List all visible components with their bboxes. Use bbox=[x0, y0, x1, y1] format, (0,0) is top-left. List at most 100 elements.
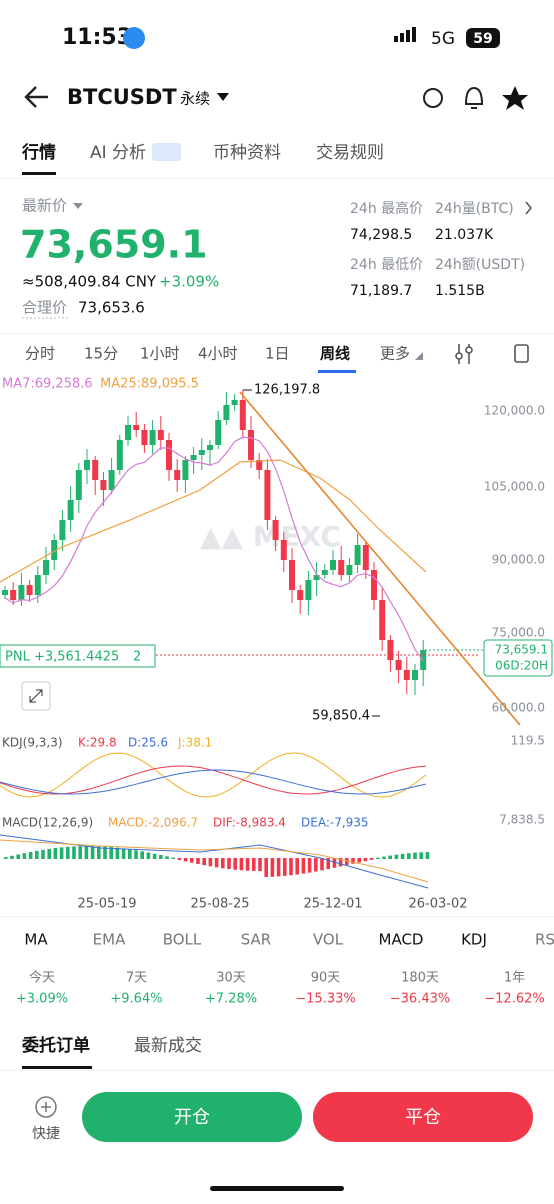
order-tab[interactable]: 最新成交 bbox=[134, 1036, 202, 1056]
candle-body bbox=[305, 580, 312, 600]
price-dropdown[interactable] bbox=[73, 203, 83, 209]
macd-bar bbox=[47, 848, 51, 859]
period-change: −12.62% bbox=[484, 992, 544, 1007]
macd-bar bbox=[351, 858, 355, 864]
macd-bar bbox=[320, 858, 324, 871]
tab[interactable]: 交易规则 bbox=[316, 143, 384, 163]
indicator[interactable]: KDJ bbox=[461, 931, 487, 949]
stats-arrow[interactable] bbox=[525, 201, 533, 215]
tab[interactable]: AI 分析 bbox=[90, 143, 146, 163]
indicator[interactable]: RS bbox=[535, 931, 554, 949]
macd-title: MACD(12,26,9) bbox=[2, 816, 93, 830]
indicator[interactable]: SAR bbox=[241, 931, 271, 949]
candle-body bbox=[338, 560, 345, 575]
indicator[interactable]: BOLL bbox=[163, 931, 202, 949]
candle-body bbox=[26, 585, 33, 595]
ai-badge bbox=[152, 143, 181, 161]
candle-body bbox=[34, 575, 41, 595]
macd-bar bbox=[239, 858, 244, 871]
kdj-j-label: J:38.1 bbox=[177, 736, 212, 750]
interval[interactable]: 15分 bbox=[84, 345, 118, 363]
stat-value: 74,298.5 bbox=[350, 227, 412, 243]
last-price-label: 73,659.1 bbox=[495, 643, 548, 657]
macd-bar bbox=[314, 858, 318, 872]
macd-bar bbox=[16, 854, 20, 859]
period-label: 今天 bbox=[29, 970, 55, 986]
date-label: 25-12-01 bbox=[303, 897, 362, 912]
macd-bar bbox=[171, 857, 175, 859]
candle-body bbox=[264, 470, 271, 520]
open-button[interactable] bbox=[82, 1092, 302, 1142]
macd-bar bbox=[357, 858, 361, 863]
macd-bar bbox=[35, 850, 39, 859]
stat-label: 24h 最低价 bbox=[350, 257, 423, 273]
candle-body bbox=[239, 400, 246, 430]
favorite-button[interactable] bbox=[502, 86, 528, 110]
macd-bar bbox=[214, 858, 219, 868]
indicator[interactable]: MA bbox=[24, 931, 48, 949]
macd-bar bbox=[295, 858, 299, 875]
macd-bar bbox=[369, 858, 374, 860]
price-axis-label: 60,000.0 bbox=[492, 701, 545, 715]
indicator[interactable]: VOL bbox=[313, 931, 344, 949]
stat-label: 24h额(USDT) bbox=[435, 257, 525, 273]
tab-indicator bbox=[22, 172, 56, 175]
more-dropdown[interactable] bbox=[415, 352, 423, 360]
candle-body bbox=[43, 560, 49, 575]
indicator[interactable]: MACD bbox=[379, 931, 424, 949]
quick-icon[interactable] bbox=[35, 1096, 57, 1118]
macd-bar bbox=[84, 846, 89, 859]
close-button[interactable] bbox=[313, 1092, 533, 1142]
candle-body bbox=[354, 545, 361, 565]
macd-axis: 7,838.5 bbox=[499, 813, 545, 827]
tab[interactable]: 行情 bbox=[21, 142, 56, 163]
period-change: +3.09% bbox=[16, 992, 68, 1007]
candle-body bbox=[198, 450, 205, 455]
macd-bar bbox=[419, 852, 423, 859]
close-label[interactable]: 平仓 bbox=[405, 1107, 441, 1128]
ma25-line bbox=[0, 459, 427, 583]
interval[interactable]: 分时 bbox=[25, 345, 55, 363]
period-label: 180天 bbox=[401, 971, 439, 986]
candle-body bbox=[18, 585, 25, 600]
quick-icon-plus bbox=[41, 1102, 51, 1112]
interval[interactable]: 4小时 bbox=[198, 345, 238, 363]
symbol-dropdown[interactable] bbox=[217, 93, 229, 101]
order-tab[interactable]: 委托订单 bbox=[21, 1035, 90, 1056]
stat-label: 24h 最高价 bbox=[350, 200, 423, 217]
alert-button[interactable] bbox=[464, 86, 484, 109]
macd-bar bbox=[400, 853, 405, 859]
period-change: +9.64% bbox=[110, 992, 162, 1007]
macd-bar bbox=[394, 854, 399, 859]
share-button[interactable] bbox=[423, 88, 443, 108]
macd-bar bbox=[190, 858, 194, 863]
kdj-j bbox=[0, 752, 427, 798]
high-label: 126,197.8 bbox=[254, 383, 320, 398]
quick-label[interactable]: 快捷 bbox=[32, 1126, 60, 1142]
macd-bar bbox=[103, 846, 107, 859]
date-label: 25-05-19 bbox=[77, 897, 136, 912]
macd-bar bbox=[22, 853, 27, 859]
macd-bar bbox=[338, 858, 343, 867]
macd-bar bbox=[289, 858, 293, 876]
dif-label: DIF:-8,983.4 bbox=[213, 816, 286, 830]
indicator[interactable]: EMA bbox=[93, 931, 126, 949]
chart-settings[interactable] bbox=[455, 344, 473, 364]
candle-body bbox=[190, 455, 197, 460]
signal-icon bbox=[394, 27, 416, 42]
copy-button[interactable] bbox=[514, 344, 529, 363]
period-label: 1年 bbox=[504, 971, 525, 986]
interval[interactable]: 更多 bbox=[380, 345, 410, 363]
interval[interactable]: 周线 bbox=[320, 345, 350, 363]
open-label[interactable]: 开仓 bbox=[174, 1107, 210, 1128]
macd-bar bbox=[4, 857, 8, 859]
interval[interactable]: 1小时 bbox=[140, 345, 180, 363]
tab[interactable]: 币种资料 bbox=[213, 143, 281, 163]
back-button[interactable] bbox=[24, 86, 48, 108]
interval[interactable]: 1日 bbox=[265, 345, 290, 363]
kdj-title: KDJ(9,3,3) bbox=[2, 736, 63, 750]
macd-bar bbox=[202, 858, 206, 866]
stat-value: 1.515B bbox=[435, 283, 485, 299]
candle-body bbox=[256, 460, 263, 470]
candle-body bbox=[157, 430, 164, 440]
